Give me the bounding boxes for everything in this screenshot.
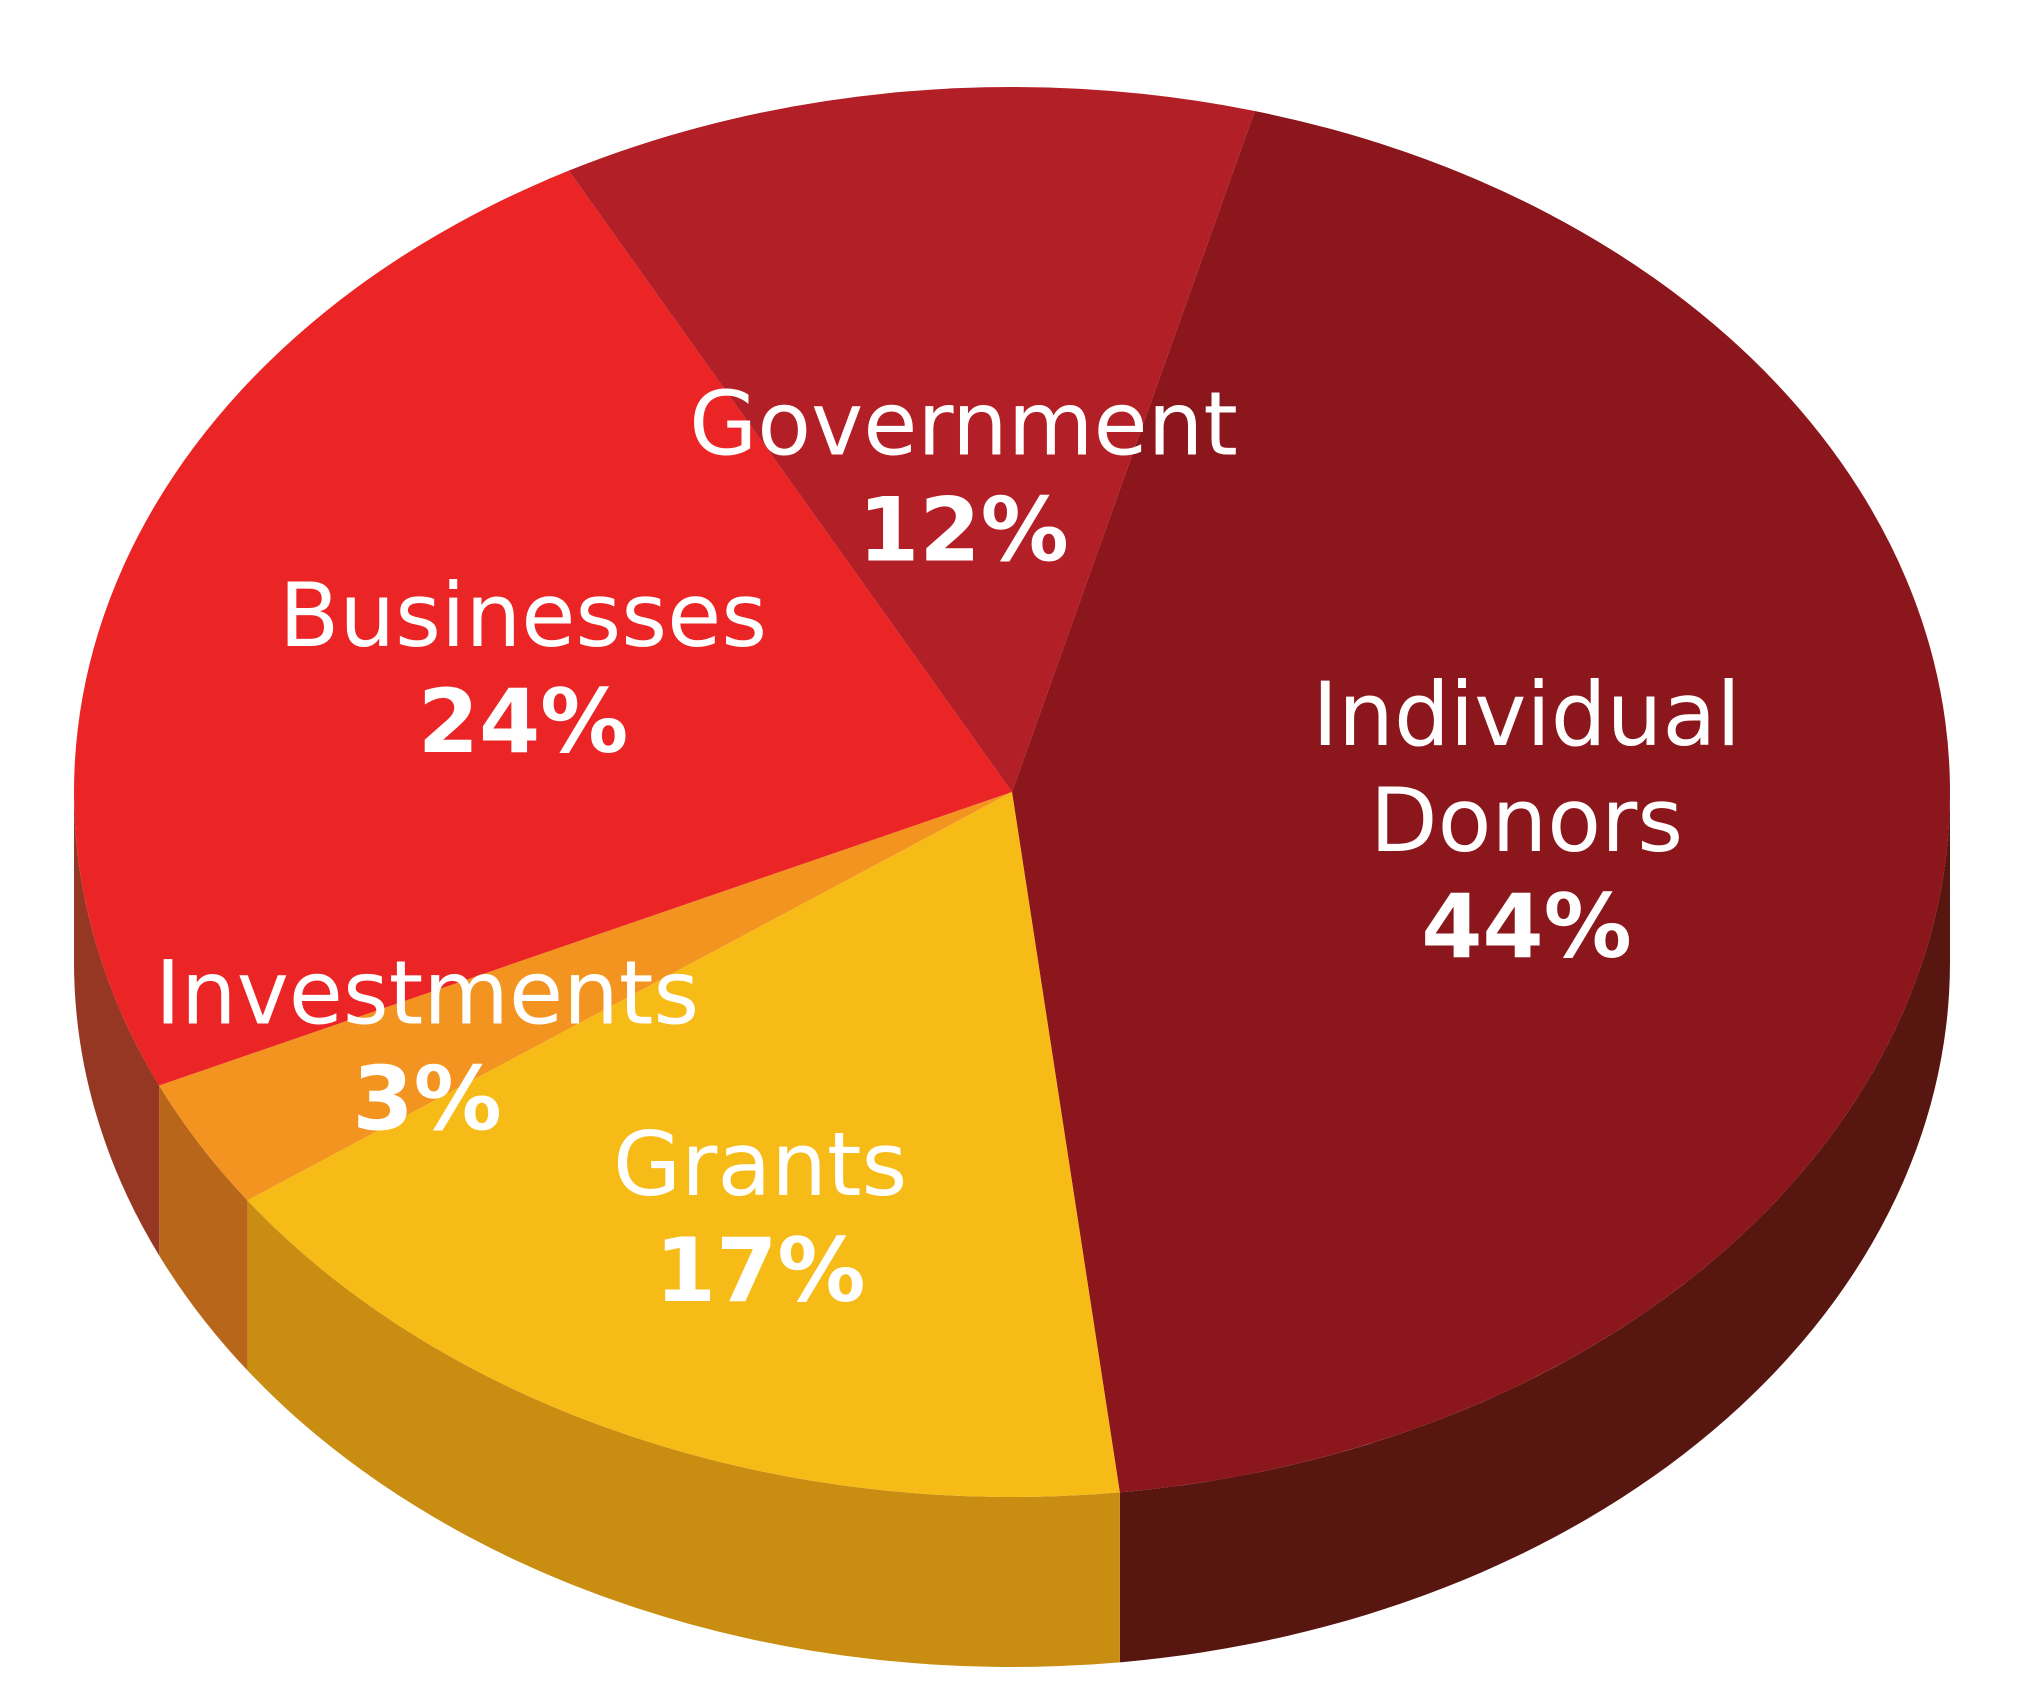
slice-percent: 17%: [655, 1219, 866, 1322]
pie-tops: [74, 86, 1950, 1498]
pie-slice-grants: [247, 792, 1120, 1498]
pie-sides: [74, 792, 1950, 1667]
pie-side-individual-donors: [1119, 792, 1950, 1663]
slice-name-line: Donors: [1370, 769, 1683, 872]
slice-name-line: Businesses: [279, 564, 767, 667]
slice-name-line: Investments: [155, 942, 699, 1045]
slice-name-line: Individual: [1312, 663, 1741, 766]
slice-name-line: Grants: [613, 1113, 907, 1216]
pie-slice-government: [568, 86, 1255, 792]
slice-name-line: Government: [689, 373, 1238, 476]
pie-side-businesses: [74, 792, 160, 1256]
pie-labels: IndividualDonors44%Grants17%Investments3…: [155, 373, 1741, 1322]
pie-side-grants: [247, 1200, 1120, 1667]
slice-percent: 24%: [418, 670, 629, 773]
pie-slice-businesses: [74, 170, 1012, 1086]
slice-percent: 44%: [1421, 875, 1632, 978]
slice-percent: 12%: [858, 479, 1069, 582]
pie-side-investments: [159, 1085, 248, 1371]
pie-slice-individual-donors: [1012, 111, 1950, 1493]
slice-percent: 3%: [352, 1048, 501, 1151]
pie-slice-investments: [159, 792, 1012, 1201]
